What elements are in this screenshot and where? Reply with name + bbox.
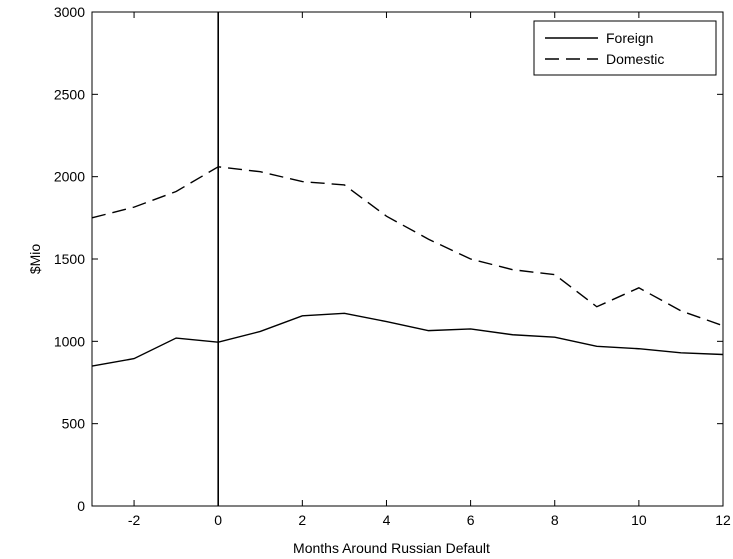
- data-point-foreign-12: [595, 344, 599, 348]
- x-tick-label: 4: [383, 512, 391, 528]
- data-point-domestic-13: [637, 286, 641, 290]
- y-tick-label: 0: [77, 498, 85, 514]
- data-point-domestic-4: [258, 170, 262, 174]
- data-point-domestic-8: [427, 237, 431, 241]
- x-tick-label: 2: [298, 512, 306, 528]
- data-point-foreign-7: [384, 320, 388, 324]
- plot-frame-fill: [92, 12, 723, 506]
- y-axis-label: $Mio: [27, 244, 43, 275]
- y-tick-label: 1500: [54, 251, 85, 267]
- data-point-domestic-14: [679, 309, 683, 313]
- legend-label-domestic: Domestic: [606, 51, 664, 67]
- data-point-foreign-13: [637, 347, 641, 351]
- x-axis-label: Months Around Russian Default: [293, 540, 490, 556]
- legend-label-foreign: Foreign: [606, 30, 653, 46]
- data-point-domestic-12: [595, 305, 599, 309]
- data-point-foreign-10: [511, 333, 515, 337]
- data-point-foreign-9: [469, 327, 473, 331]
- x-tick-label: 6: [467, 512, 475, 528]
- data-point-domestic-1: [132, 205, 136, 209]
- data-point-foreign-1: [132, 357, 136, 361]
- data-point-foreign-5: [300, 314, 304, 318]
- axes-layer: -2 0 2 4 6 8 10 12 0 500 1000 1500 2000 2500 3000 Month…: [27, 4, 731, 556]
- data-point-domestic-9: [469, 257, 473, 261]
- data-point-domestic-5: [300, 180, 304, 184]
- data-point-foreign-2: [174, 336, 178, 340]
- plot-area: [92, 12, 723, 506]
- data-point-domestic-11: [553, 273, 557, 277]
- y-tick-label: 500: [62, 416, 86, 432]
- series-line-foreign: [91, 312, 724, 367]
- series-line-domestic: [91, 166, 724, 327]
- legend-box: [533, 20, 717, 76]
- data-point-domestic-10: [511, 268, 515, 272]
- y-tick-label: 1000: [54, 333, 85, 349]
- x-tick-label: 12: [715, 512, 731, 528]
- data-point-foreign-4: [258, 329, 262, 333]
- data-point-foreign-14: [679, 351, 683, 355]
- data-point-domestic-7: [384, 214, 388, 218]
- data-point-foreign-8: [427, 329, 431, 333]
- series-layer: [91, 12, 724, 506]
- data-point-foreign-6: [342, 311, 346, 315]
- x-tick-label: -2: [128, 512, 141, 528]
- legend: Foreign Domestic: [533, 20, 717, 76]
- y-tick-label: 2000: [54, 169, 85, 185]
- y-tick-label: 2500: [54, 86, 85, 102]
- data-point-domestic-2: [174, 189, 178, 193]
- x-tick-label: 0: [214, 512, 222, 528]
- y-tick-label: 3000: [54, 4, 85, 20]
- data-point-foreign-11: [553, 335, 557, 339]
- x-tick-label: 10: [631, 512, 647, 528]
- data-point-domestic-3: [216, 165, 220, 169]
- data-point-foreign-3: [216, 340, 220, 344]
- x-tick-label: 8: [551, 512, 559, 528]
- data-point-domestic-6: [342, 183, 346, 187]
